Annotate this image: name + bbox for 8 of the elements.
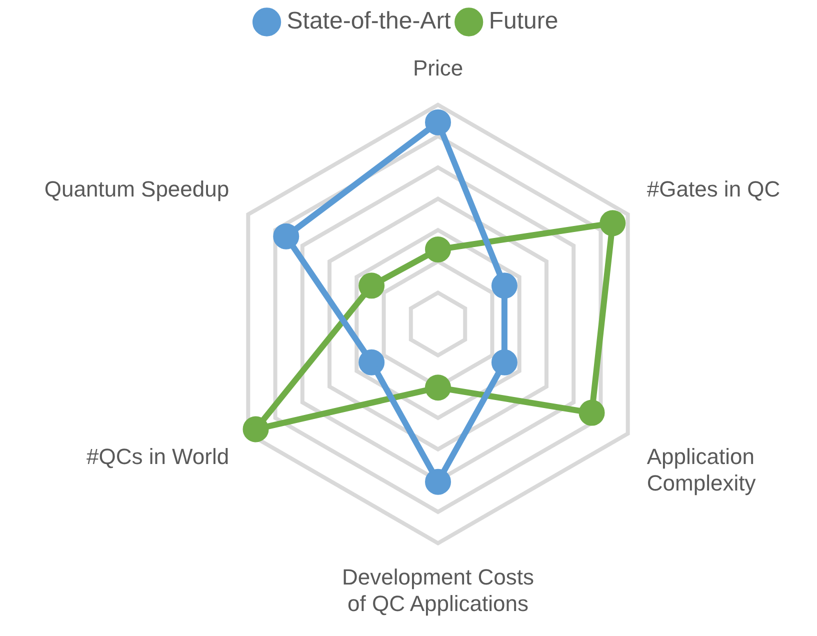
legend-label: State-of-the-Art xyxy=(286,8,452,35)
spoke-label: Price xyxy=(412,56,464,81)
spoke-label: Development Costs of QC Applications xyxy=(342,564,534,616)
spoke-label: #Gates in QC xyxy=(646,176,780,202)
spoke-label: #QCs in World xyxy=(86,444,230,469)
spoke-label: Quantum Speedup xyxy=(44,176,230,202)
spoke-label: Application Complexity xyxy=(646,444,756,496)
legend-label: Future xyxy=(488,8,558,35)
